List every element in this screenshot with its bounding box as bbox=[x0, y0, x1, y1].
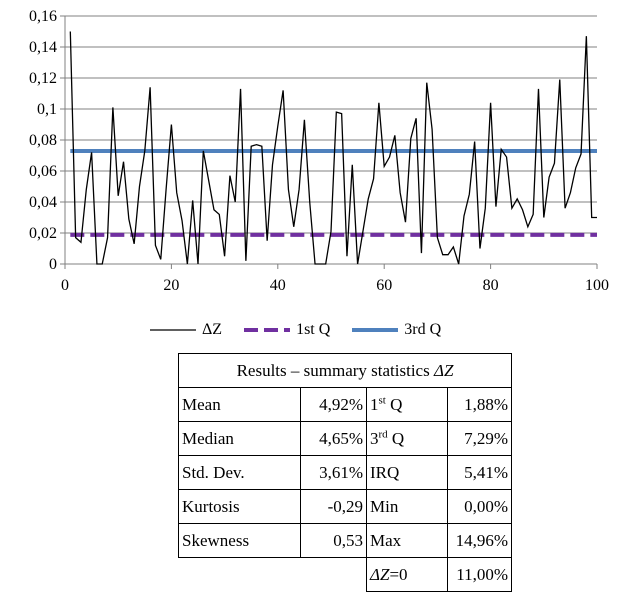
stat-name-2-sup: st bbox=[378, 393, 386, 406]
y-tick-label: 0,16 bbox=[29, 8, 57, 25]
table-title-symbol: ΔZ bbox=[433, 360, 454, 380]
table-title-row: Results – summary statistics ΔZ bbox=[178, 353, 512, 388]
table-title: Results – summary statistics ΔZ bbox=[178, 353, 512, 388]
stat-name: Median bbox=[178, 421, 301, 456]
x-tick-label: 100 bbox=[585, 277, 609, 294]
stat-value: 0,53 bbox=[300, 523, 367, 558]
stat-name: Kurtosis bbox=[178, 489, 301, 524]
stat-name-2-suffix: Q bbox=[385, 394, 403, 414]
y-axis-ticks: 0 0,02 0,04 0,06 0,08 0,1 0,12 0,14 0,16 bbox=[29, 8, 65, 273]
stat-value-2: 5,41% bbox=[447, 455, 512, 490]
legend-label-3rd-q: 3rd Q bbox=[404, 321, 442, 338]
legend-item-1st-q: 1st Q bbox=[244, 321, 330, 339]
legend-label-dz: ΔZ bbox=[202, 321, 223, 338]
stat-name-2: 1st Q bbox=[366, 387, 448, 422]
stat-name-2: ΔZ=0 bbox=[366, 557, 448, 592]
grid-lines bbox=[65, 15, 597, 234]
y-tick-label: 0,02 bbox=[29, 225, 57, 242]
stat-name-2-prefix: 1 bbox=[370, 394, 379, 414]
table-row: Std. Dev. 3,61% IRQ 5,41% bbox=[178, 455, 512, 490]
x-tick-label: 0 bbox=[61, 277, 69, 294]
legend-swatch-dz bbox=[150, 329, 196, 331]
y-tick-label: 0,14 bbox=[29, 39, 57, 56]
stat-name-2: Max bbox=[366, 523, 448, 558]
stat-value-2: 0,00% bbox=[447, 489, 512, 524]
stat-name: Std. Dev. bbox=[178, 455, 301, 490]
table-title-text: Results – summary statistics bbox=[236, 360, 434, 380]
stat-name: Skewness bbox=[178, 523, 301, 558]
table-row: Mean 4,92% 1st Q 1,88% bbox=[178, 387, 512, 422]
x-tick-label: 80 bbox=[483, 277, 499, 294]
stat-name-2-suffix: Q bbox=[387, 428, 405, 448]
stat-name-2-sup: rd bbox=[378, 427, 388, 440]
legend-swatch-1st-q bbox=[244, 328, 291, 332]
y-tick-label: 0,1 bbox=[37, 101, 57, 118]
x-axis-ticks: 0 20 40 60 80 100 bbox=[61, 264, 609, 294]
stat-value-2: 1,88% bbox=[447, 387, 512, 422]
x-tick-label: 20 bbox=[163, 277, 179, 294]
legend-item-dz: ΔZ bbox=[150, 321, 222, 339]
blank-cell bbox=[301, 558, 367, 592]
table-row: Skewness 0,53 Max 14,96% bbox=[178, 523, 512, 558]
stat-value: 3,61% bbox=[300, 455, 367, 490]
equals-zero: =0 bbox=[389, 564, 408, 584]
stat-value: 4,92% bbox=[300, 387, 367, 422]
x-tick-label: 40 bbox=[270, 277, 286, 294]
stat-name-2-prefix: Min bbox=[370, 496, 399, 516]
y-tick-label: 0,06 bbox=[29, 163, 57, 180]
stat-value-2: 7,29% bbox=[447, 421, 512, 456]
stat-name-2: 3rd Q bbox=[366, 421, 448, 456]
legend-label-1st-q: 1st Q bbox=[296, 321, 331, 338]
y-tick-label: 0 bbox=[49, 256, 57, 273]
series-layer bbox=[69, 31, 597, 265]
y-tick-label: 0,08 bbox=[29, 132, 57, 149]
legend-item-3rd-q: 3rd Q bbox=[352, 321, 441, 339]
stat-name-2-prefix: 3 bbox=[370, 428, 379, 448]
legend: ΔZ 1st Q 3rd Q bbox=[150, 318, 500, 342]
legend-swatch-3rd-q bbox=[352, 328, 399, 332]
stat-value-2: 11,00% bbox=[447, 557, 512, 592]
series-line-z bbox=[69, 31, 597, 265]
delta-z-symbol: ΔZ bbox=[370, 564, 390, 584]
y-tick-label: 0,04 bbox=[29, 194, 57, 211]
stat-name-2: IRQ bbox=[366, 455, 448, 490]
table-row: ΔZ=0 11,00% bbox=[179, 557, 512, 592]
stat-name-2-prefix: IRQ bbox=[370, 462, 400, 482]
table-row: Median 4,65% 3rd Q 7,29% bbox=[178, 421, 512, 456]
x-tick-label: 60 bbox=[376, 277, 392, 294]
blank-cell bbox=[179, 558, 301, 592]
line-chart: 0 0,02 0,04 0,06 0,08 0,1 0,12 0,14 0,16 0 20 40 60… bbox=[29, 8, 609, 294]
table-row: Kurtosis -0,29 Min 0,00% bbox=[178, 489, 512, 524]
stat-name: Mean bbox=[178, 387, 301, 422]
stat-value: -0,29 bbox=[300, 489, 367, 524]
stat-name-2-prefix: Max bbox=[370, 530, 402, 550]
stat-value: 4,65% bbox=[300, 421, 367, 456]
summary-statistics-table: Results – summary statistics ΔZ Mean 4,9… bbox=[178, 353, 512, 592]
stat-value-2: 14,96% bbox=[447, 523, 512, 558]
stat-name-2: Min bbox=[366, 489, 448, 524]
y-tick-label: 0,12 bbox=[29, 70, 57, 87]
